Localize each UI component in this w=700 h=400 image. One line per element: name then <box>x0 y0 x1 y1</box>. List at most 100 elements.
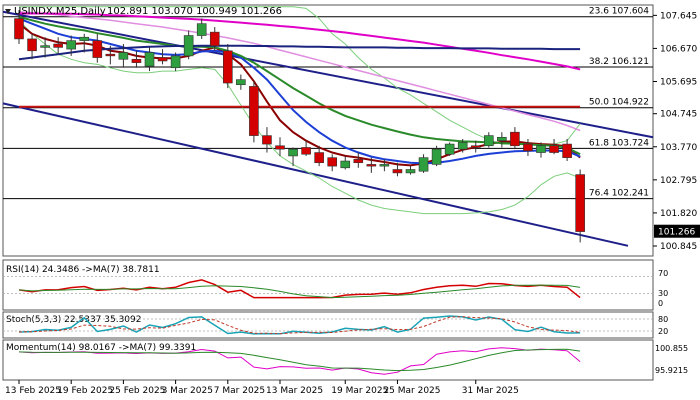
candle-body <box>131 58 142 63</box>
candle-body <box>431 148 442 165</box>
symbol-arrow-icon <box>5 9 11 14</box>
x-tick-label: 19 Mar 2025 <box>331 386 388 396</box>
fib-label: 76.4 102.241 <box>589 189 649 199</box>
candle-body <box>497 136 507 141</box>
momentum-ma-line <box>18 348 581 372</box>
rsi-label: RSI(14) 24.3486 ->MA(7) 38.7811 <box>6 265 160 275</box>
rsi-ma-line <box>18 284 581 299</box>
channel-lower-line <box>2 102 629 247</box>
x-tick-label: 19 Feb 2025 <box>57 386 113 396</box>
candle-body <box>223 50 233 84</box>
momentum-label: Momentum(14) 98.0167 ->MA(7) 99.3391 <box>6 343 196 353</box>
candle-body <box>536 145 546 153</box>
fib-label: 50.0 104.922 <box>589 98 649 108</box>
x-tick-label: 3 Mar 2025 <box>162 386 213 396</box>
channel-upper-line <box>2 10 654 139</box>
x-tick-label: 7 Mar 2025 <box>214 386 265 396</box>
candle-body <box>575 174 585 232</box>
price-tick-label: 107.645 <box>660 11 697 21</box>
moving-average-line <box>19 12 581 71</box>
x-tick-label: 13 Feb 2025 <box>5 386 61 396</box>
momentum-level-high: 100.855 <box>655 344 688 353</box>
moving-average-line <box>18 17 581 165</box>
price-tick-label: 100.845 <box>660 242 697 252</box>
ohlc-label: 102.891 103.070 100.949 101.266 <box>107 6 282 17</box>
bollinger-lower <box>18 19 581 215</box>
stoch-d-line <box>18 316 581 335</box>
momentum-level-low: 95.9215 <box>655 366 688 375</box>
candle-body <box>510 131 520 147</box>
price-tick-label: 105.695 <box>660 77 697 87</box>
price-layer: 23.6 107.604 38.2 106.121 50.0 104.922 61.8… <box>2 6 654 247</box>
momentum-line <box>18 347 581 375</box>
stoch-label: Stoch(5,3,3) 22.5337 35.3092 <box>6 315 141 325</box>
candle-body <box>444 143 455 155</box>
candle-body <box>470 145 481 148</box>
x-tick-label: 25 Mar 2025 <box>383 386 440 396</box>
candle-body <box>79 36 90 41</box>
fib-label: 61.8 103.724 <box>589 138 649 148</box>
momentum-layer <box>18 347 581 375</box>
price-axis: 107.645 106.670 105.695 104.745 103.770 102.7… <box>653 11 700 252</box>
x-tick-label: 31 Mar 2025 <box>462 386 519 396</box>
x-tick-label: 13 Mar 2025 <box>266 386 323 396</box>
candle-body <box>562 143 572 158</box>
candle-body <box>118 52 129 60</box>
candle-body <box>353 159 364 164</box>
price-tick-label: 104.745 <box>660 110 697 120</box>
candle-body <box>196 23 207 36</box>
candle-body <box>53 43 63 48</box>
candle-body <box>301 147 311 155</box>
candle-body <box>314 152 324 164</box>
candle-body <box>249 86 259 136</box>
symbol-label: USINDX.M25,Daily <box>14 6 106 17</box>
current-price-tag <box>654 224 700 238</box>
candle-body <box>275 145 285 150</box>
candle-body <box>418 157 429 172</box>
stoch-k-line <box>18 315 581 335</box>
candle-body <box>144 52 155 67</box>
candle-body <box>170 55 181 69</box>
candle-body <box>392 169 403 174</box>
candle-body <box>27 38 37 52</box>
moving-average-line <box>18 44 581 61</box>
candle-body <box>366 164 377 167</box>
current-price-label: 101.266 <box>658 228 695 238</box>
stoch-panel <box>2 311 654 339</box>
price-tick-label: 102.795 <box>660 176 697 186</box>
momentum-panel <box>2 339 654 381</box>
candle-body <box>549 145 559 153</box>
candle-body <box>14 18 24 40</box>
candle-body <box>209 31 220 47</box>
candle-body <box>327 157 338 167</box>
stoch-level-80: 80 <box>658 315 668 324</box>
candle-body <box>66 40 76 50</box>
candle-body <box>262 135 272 145</box>
candle-body <box>92 40 103 58</box>
candle-body <box>340 160 351 169</box>
candle-body <box>105 53 116 57</box>
price-tick-label: 103.770 <box>660 143 697 153</box>
rsi-level-70: 70 <box>658 269 668 278</box>
x-tick-label: 25 Feb 2025 <box>109 386 165 396</box>
candle-body <box>236 79 246 86</box>
candle-body <box>483 135 494 147</box>
rsi-level-0: 0 <box>658 299 663 308</box>
candle-body <box>523 143 533 152</box>
candle-body <box>379 164 390 167</box>
stoch-level-20: 20 <box>658 327 668 336</box>
moving-average-line <box>18 11 581 132</box>
candle-body <box>288 148 298 157</box>
candle-body <box>183 35 194 57</box>
rsi-layer <box>3 276 653 299</box>
fib-label: 23.6 107.604 <box>589 7 649 17</box>
stoch-layer <box>3 315 653 335</box>
candle-body <box>457 142 468 150</box>
fib-label: 38.2 106.121 <box>589 57 649 67</box>
price-tick-label: 101.820 <box>660 209 697 219</box>
candle-body <box>40 45 50 48</box>
candle-body <box>157 57 168 62</box>
price-tick-label: 106.670 <box>660 44 697 54</box>
